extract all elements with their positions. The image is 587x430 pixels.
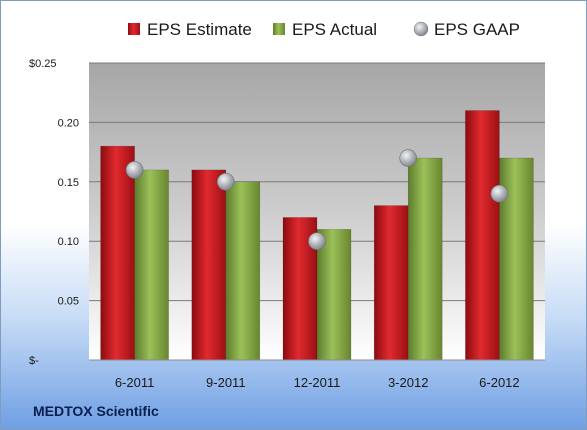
bars bbox=[100, 110, 534, 361]
y-tick-label: 0.15 bbox=[58, 177, 79, 189]
legend-swatch bbox=[273, 23, 285, 35]
company-name: MEDTOX Scientific bbox=[33, 403, 159, 419]
eps-estimate-bar bbox=[191, 169, 227, 361]
y-tick-label: 0.20 bbox=[58, 117, 79, 129]
gaap-markers bbox=[125, 149, 509, 250]
legend-label: EPS GAAP bbox=[434, 20, 520, 39]
y-tick-label: $- bbox=[29, 355, 39, 367]
x-tick-label: 3-2012 bbox=[388, 375, 428, 390]
legend: EPS Estimate EPS Actual EPS GAAP bbox=[128, 20, 520, 39]
gaap-marker bbox=[125, 161, 144, 179]
eps-estimate-bar bbox=[373, 205, 409, 361]
gaap-marker bbox=[399, 149, 418, 167]
legend-swatch bbox=[128, 23, 140, 35]
x-tick-label: 6-2011 bbox=[115, 375, 155, 390]
eps-actual-bar bbox=[407, 157, 443, 361]
eps-actual-bar bbox=[134, 169, 169, 361]
gaap-marker bbox=[490, 184, 509, 203]
x-axis-ticks: 6-2011 9-2011 12-2011 3-2012 6-2012 bbox=[115, 375, 520, 390]
x-tick-label: 12-2011 bbox=[294, 375, 341, 390]
eps-actual-bar bbox=[225, 181, 261, 361]
eps-estimate-bar bbox=[100, 145, 135, 361]
eps-actual-bar bbox=[316, 229, 352, 361]
y-tick-label: 0.05 bbox=[58, 296, 79, 308]
gaap-marker bbox=[308, 232, 326, 250]
y-tick-label: 0.10 bbox=[58, 236, 79, 248]
x-tick-label: 9-2011 bbox=[206, 375, 246, 390]
eps-estimate-bar bbox=[465, 110, 500, 361]
legend-swatch bbox=[413, 21, 429, 37]
gaap-marker bbox=[217, 173, 235, 191]
legend-label: EPS Actual bbox=[292, 20, 377, 39]
x-tick-label: 6-2012 bbox=[479, 375, 519, 390]
y-axis-ticks: $- 0.05 0.10 0.15 0.20 $0.25 bbox=[29, 58, 79, 367]
legend-label: EPS Estimate bbox=[147, 20, 252, 39]
y-tick-label: $0.25 bbox=[29, 58, 57, 70]
